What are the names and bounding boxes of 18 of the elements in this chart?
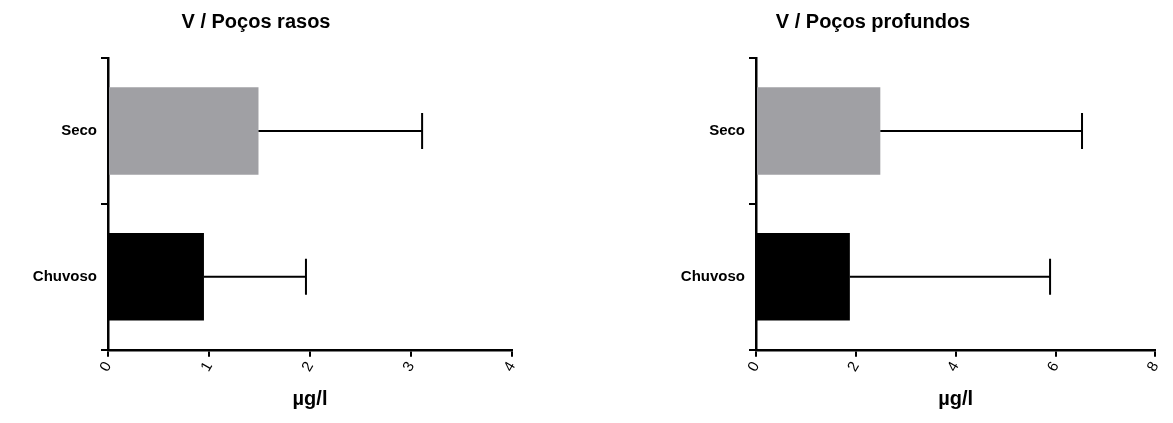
x-tick-label: 8 (1142, 358, 1162, 375)
y-tick-label: Seco (709, 121, 745, 139)
x-tick-label: 6 (1042, 358, 1062, 375)
y-tick-label: Chuvoso (32, 266, 97, 284)
x-tick-label: 2 (297, 358, 317, 375)
chart-title: V / Poços rasos (181, 9, 331, 32)
x-tick-label: 1 (196, 358, 216, 375)
x-tick-label: 0 (743, 358, 763, 375)
x-tick-label: 4 (499, 358, 519, 375)
y-tick-label: Seco (61, 121, 97, 139)
x-axis-title: µg/l (292, 386, 328, 409)
x-tick-label: 3 (398, 358, 418, 375)
x-tick-label: 4 (943, 358, 962, 375)
chart-title: V / Poços profundos (775, 9, 971, 32)
y-tick-label: Chuvoso (680, 266, 745, 284)
x-tick-label: 0 (95, 358, 115, 375)
x-axis-title: µg/l (938, 386, 974, 409)
x-tick-label: 2 (843, 358, 863, 375)
